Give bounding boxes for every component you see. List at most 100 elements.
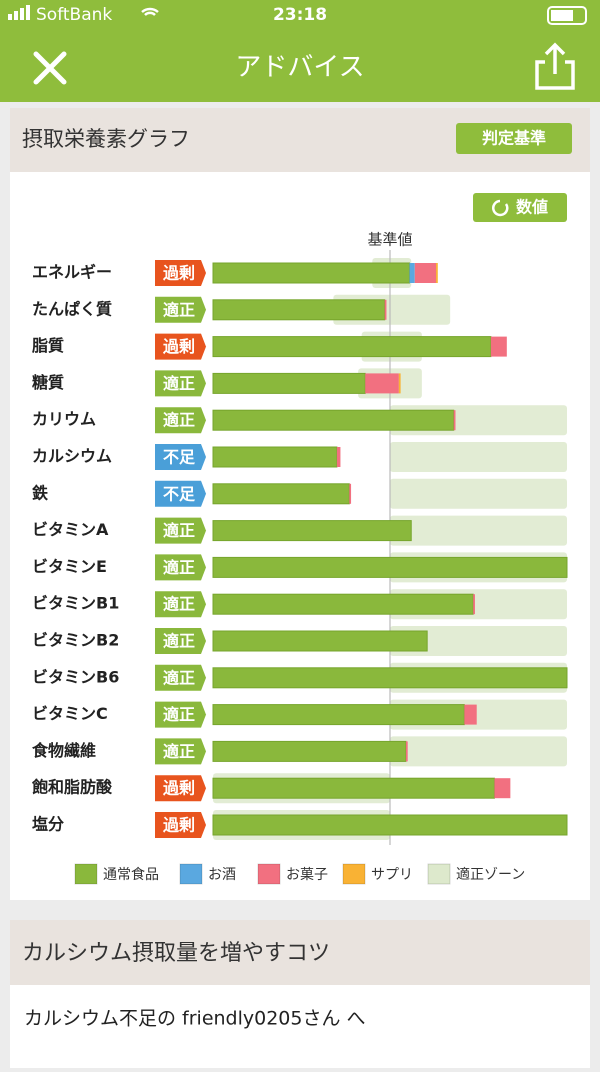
status-label: 過剰	[162, 816, 195, 835]
category-label: たんぱく質	[32, 299, 112, 318]
bar-segment	[212, 630, 428, 652]
category-label: カリウム	[32, 410, 96, 429]
status-label: 過剰	[162, 337, 195, 356]
bar-segment	[212, 409, 455, 431]
status-label: 不足	[163, 484, 196, 503]
bar-segment	[212, 740, 407, 762]
legend-swatch	[179, 863, 203, 885]
status-label: 適正	[163, 300, 195, 319]
bar-segment	[398, 373, 401, 394]
status-badge	[155, 444, 206, 470]
clock: 23:18	[273, 5, 327, 25]
legend-swatch	[427, 863, 451, 885]
status-label: 適正	[163, 411, 195, 430]
top-bar	[0, 0, 600, 102]
status-badge	[155, 628, 206, 654]
legend-label: お酒	[208, 867, 236, 883]
legend-label: 通常食品	[103, 866, 159, 883]
refresh-icon	[492, 199, 509, 217]
bar-segment	[453, 410, 456, 431]
bar-segment	[414, 263, 437, 283]
status-badge	[155, 407, 206, 434]
tips-text: カルシウム不足の friendly0205さん へ	[24, 1008, 366, 1030]
header-title: アドバイス	[235, 53, 364, 83]
reference-label: 基準値	[367, 231, 412, 249]
status-label: 過剰	[162, 264, 195, 283]
zone	[390, 478, 567, 509]
zone	[390, 626, 567, 656]
status-badge	[155, 517, 206, 544]
toggle-button-label: 数値	[516, 198, 548, 217]
status-badge	[155, 701, 206, 728]
category-label: ビタミンA	[32, 520, 109, 539]
bar-segment	[212, 814, 568, 836]
criteria-button[interactable]	[456, 123, 572, 154]
bar-segment	[436, 263, 438, 283]
section-title: 摂取栄養素グラフ	[22, 127, 190, 151]
status-label: 適正	[163, 521, 195, 540]
battery-level	[551, 10, 573, 21]
bar-segment	[349, 483, 352, 504]
bar-segment	[212, 556, 568, 578]
category-label: 飽和脂肪酸	[31, 778, 113, 797]
status-label: 適正	[163, 632, 195, 651]
bar-segment	[212, 372, 366, 394]
battery-icon	[547, 6, 587, 25]
bar-segment	[212, 704, 465, 726]
bar-segment	[336, 447, 341, 467]
legend-label: お菓子	[286, 867, 328, 883]
category-label: ビタミンE	[32, 557, 107, 576]
category-label: ビタミンB2	[32, 631, 119, 650]
bar-segment	[212, 593, 474, 615]
signal-icon	[8, 5, 30, 20]
bar-segment	[409, 263, 415, 283]
status-badge	[155, 812, 206, 838]
status-label: 適正	[163, 558, 195, 577]
status-badge	[155, 370, 206, 397]
status-label: 過剰	[162, 779, 195, 798]
zone	[390, 515, 567, 546]
bar-segment	[490, 336, 507, 357]
tips-card-header	[10, 920, 590, 985]
status-label: 適正	[163, 742, 195, 761]
status-badge	[155, 775, 206, 802]
share-button[interactable]	[535, 42, 575, 90]
status-label: 適正	[163, 668, 195, 687]
status-badge	[155, 260, 206, 286]
status-badge	[155, 591, 206, 618]
status-badge	[155, 664, 206, 691]
category-label: 食物繊維	[31, 741, 96, 760]
status-label: 適正	[163, 705, 195, 724]
status-badge	[155, 480, 206, 507]
category-label: ビタミンB1	[32, 594, 119, 613]
status-label: 適正	[163, 595, 195, 614]
category-label: エネルギー	[32, 263, 112, 282]
zone	[390, 442, 567, 472]
bar-segment	[494, 778, 511, 799]
bar-segment	[212, 520, 412, 542]
bar-segment	[464, 704, 477, 725]
bar-segment	[384, 299, 387, 320]
category-label: 脂質	[32, 336, 64, 355]
zone	[390, 736, 567, 767]
category-label: ビタミンB6	[32, 667, 119, 686]
bar-segment	[212, 262, 410, 284]
bar-segment	[212, 483, 350, 505]
legend-label: 適正ゾーン	[456, 866, 525, 883]
status-badge	[155, 296, 206, 323]
bar-segment	[212, 446, 338, 468]
status-label: 不足	[163, 448, 196, 467]
close-button[interactable]	[33, 51, 67, 85]
legend-label: サプリ	[371, 867, 413, 883]
bar-segment	[212, 336, 492, 358]
category-label: 鉄	[32, 483, 48, 502]
category-label: 糖質	[32, 373, 64, 392]
bar-segment	[473, 594, 475, 615]
bar-segment	[212, 777, 495, 799]
criteria-button-label: 判定基準	[482, 129, 546, 148]
category-label: カルシウム	[32, 447, 112, 466]
carrier: SoftBank	[36, 5, 112, 25]
